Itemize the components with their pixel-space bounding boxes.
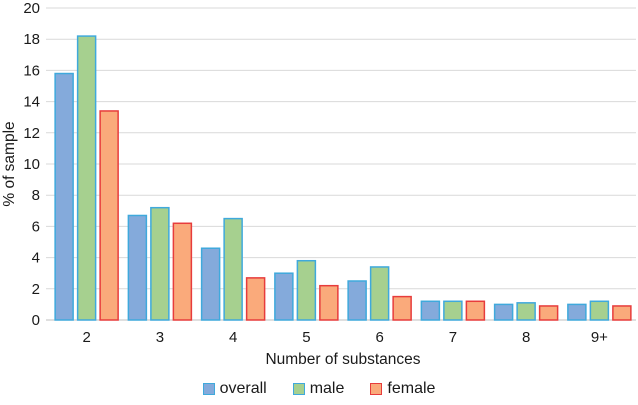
x-tick-label-3: 3 bbox=[156, 329, 164, 346]
chart-legend: overall male female bbox=[0, 376, 638, 402]
y-tick-label-10: 10 bbox=[23, 156, 40, 173]
bar-male-2 bbox=[76, 35, 97, 321]
bar-female-7 bbox=[465, 300, 486, 321]
bar-male-4 bbox=[223, 217, 243, 321]
bar-male-9+ bbox=[589, 300, 610, 321]
bar-overall-2 bbox=[54, 72, 74, 321]
bar-female-9+ bbox=[612, 305, 632, 321]
x-tick-label-8: 8 bbox=[522, 329, 530, 346]
bar-overall-8 bbox=[493, 303, 514, 321]
legend-item-female: female bbox=[370, 381, 435, 397]
legend-label-female: female bbox=[387, 380, 436, 397]
bar-female-6 bbox=[392, 295, 412, 321]
legend-swatch-female bbox=[370, 383, 383, 395]
bar-overall-5 bbox=[274, 272, 294, 321]
bar-male-5 bbox=[296, 259, 317, 321]
y-tick-label-2: 2 bbox=[32, 281, 40, 298]
x-tick-label-9+: 9+ bbox=[591, 329, 608, 346]
bar-overall-6 bbox=[347, 280, 367, 321]
bar-chart: 0 2 4 6 8 10 12 14 16 18 20 % of sample 2 3 4 5 6 7 8 9+ Num… bbox=[1, 0, 636, 368]
bar-overall-4 bbox=[200, 247, 221, 321]
y-tick-label-18: 18 bbox=[23, 31, 40, 48]
x-tick-label-2: 2 bbox=[82, 329, 90, 346]
y-tick-label-14: 14 bbox=[23, 94, 40, 111]
legend-swatch-male bbox=[292, 383, 305, 395]
bar-female-2 bbox=[99, 110, 119, 321]
bar-overall-9+ bbox=[567, 303, 587, 321]
bar-female-4 bbox=[245, 277, 266, 321]
y-tick-label-6: 6 bbox=[32, 218, 40, 235]
bar-overall-7 bbox=[420, 300, 441, 321]
y-tick-label-16: 16 bbox=[23, 62, 40, 79]
bar-overall-3 bbox=[127, 214, 148, 321]
y-axis-title: % of sample bbox=[1, 121, 18, 206]
bar-female-8 bbox=[538, 305, 559, 321]
bar-male-6 bbox=[369, 266, 390, 321]
y-tick-label-8: 8 bbox=[32, 187, 40, 204]
x-tick-label-4: 4 bbox=[229, 329, 237, 346]
legend-item-overall: overall bbox=[202, 380, 267, 397]
bar-male-3 bbox=[150, 206, 170, 321]
x-axis-title: Number of substances bbox=[265, 351, 420, 368]
x-tick-label-5: 5 bbox=[302, 329, 310, 346]
legend-swatch-overall bbox=[202, 383, 215, 395]
bar-male-7 bbox=[443, 300, 463, 321]
legend-label-male: male bbox=[309, 380, 345, 397]
x-tick-label-6: 6 bbox=[375, 329, 383, 346]
legend-item-male: male bbox=[292, 380, 345, 397]
y-tick-label-4: 4 bbox=[32, 250, 40, 267]
y-tick-label-0: 0 bbox=[32, 312, 40, 329]
y-tick-label-12: 12 bbox=[23, 125, 40, 142]
y-tick-label-20: 20 bbox=[23, 0, 40, 17]
legend-label-overall: overall bbox=[219, 380, 267, 397]
bar-male-8 bbox=[516, 302, 536, 321]
bar-female-3 bbox=[172, 222, 193, 321]
bar-female-5 bbox=[319, 284, 339, 321]
x-tick-label-7: 7 bbox=[449, 329, 457, 346]
